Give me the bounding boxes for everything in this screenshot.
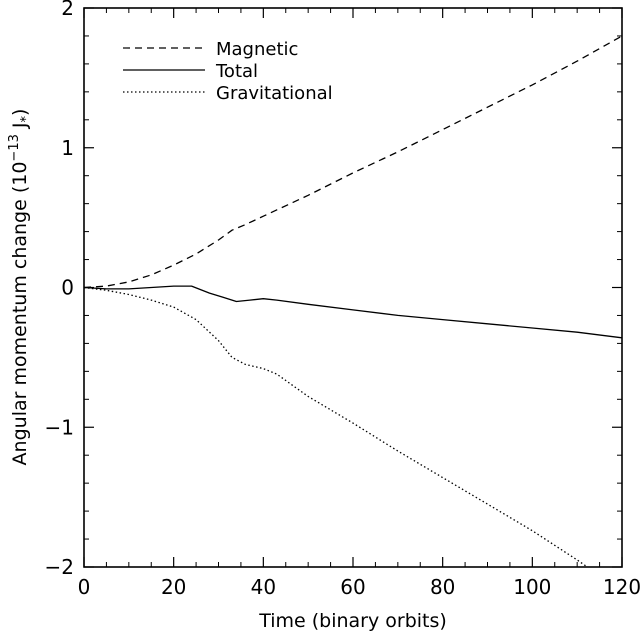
y-axis-title-unit-subscript: * [19,115,34,122]
y-tick-label: 2 [61,0,74,20]
x-tick-label: 80 [430,575,455,599]
y-axis-title-exponent: −13 [7,134,22,161]
series-line-total [84,285,622,339]
x-tick-label: 60 [340,575,365,599]
x-tick-label: 0 [78,575,91,599]
y-axis-title: Angular momentum change (10−13 J*) [7,109,34,466]
y-tick-label: 0 [61,276,74,300]
x-axis-title: Time (binary orbits) [258,610,447,632]
y-axis-title-close: ) [9,109,31,116]
legend: Magnetic Total Gravitational [123,39,333,104]
plot-frame [83,7,623,568]
ticks-layer: 0 20 40 60 80 100 120 −2 −1 0 1 2 [45,0,642,599]
y-tick-label: 1 [61,136,74,160]
series-layer [84,35,622,567]
legend-label-magnetic: Magnetic [216,39,298,60]
y-axis-title-unit: J [9,122,31,134]
x-tick-label: 120 [603,575,641,599]
series-line-gravitational [84,286,589,567]
y-tick-label: −1 [45,415,74,439]
x-tick-label: 40 [251,575,276,599]
x-tick-label: 100 [513,575,551,599]
series-line-magnetic [84,35,622,289]
legend-label-gravitational: Gravitational [216,83,333,104]
y-tick-label: −2 [45,555,74,579]
y-axis-title-main: Angular momentum change (10 [9,162,31,466]
x-tick-label: 20 [161,575,186,599]
legend-label-total: Total [215,61,258,82]
